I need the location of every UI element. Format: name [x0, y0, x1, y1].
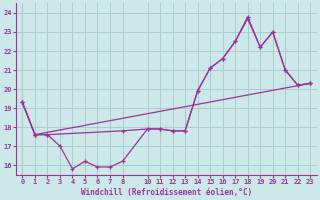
X-axis label: Windchill (Refroidissement éolien,°C): Windchill (Refroidissement éolien,°C): [81, 188, 252, 197]
